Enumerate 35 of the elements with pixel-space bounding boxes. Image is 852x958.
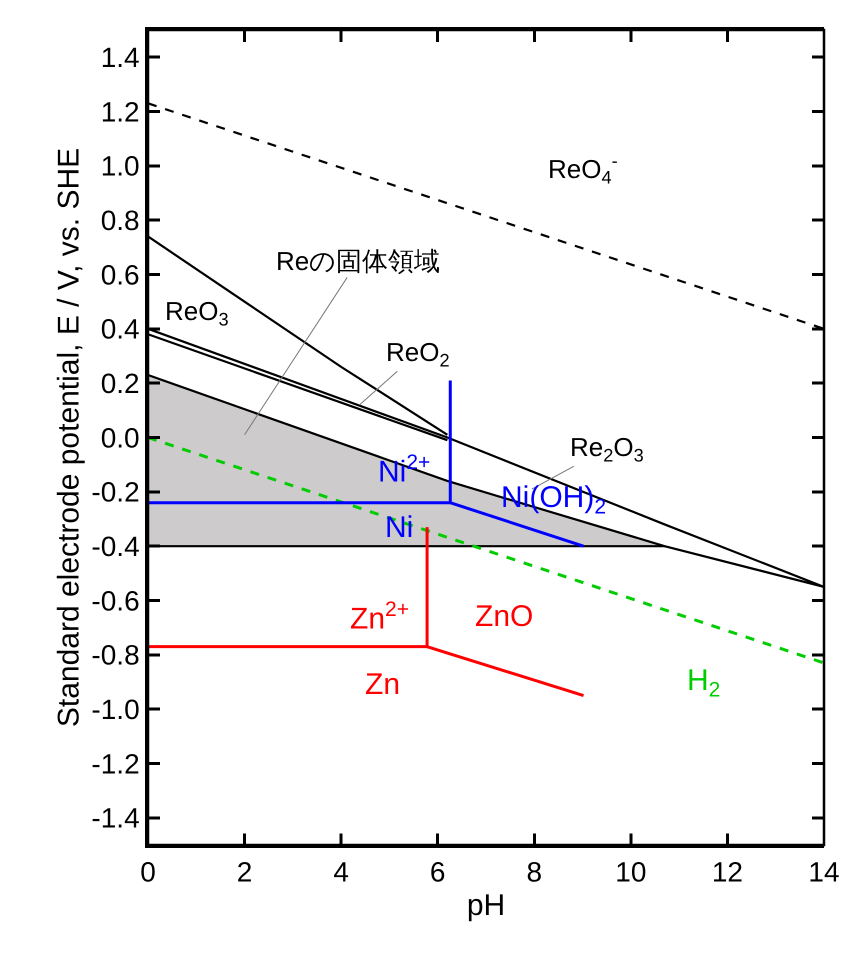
annotation: ReO$_{3}$ [165, 296, 229, 330]
y-tick-label: 0.2 [100, 368, 140, 399]
x-tick-label: 0 [140, 856, 156, 888]
annotation: Re$_{2}$O$_{3}$ [570, 432, 644, 466]
y-tick-label: -0.2 [91, 476, 140, 508]
y-tick-label: 1.2 [100, 96, 140, 128]
y-tick-label: 1.0 [100, 150, 140, 182]
annotation: Ni [385, 511, 414, 544]
y-tick-label: 1.4 [100, 42, 140, 73]
annotation: Ni$^{2+}$ [378, 451, 430, 489]
x-tick-label: 8 [526, 856, 542, 888]
annotation: H$_{2}$ [687, 664, 720, 702]
x-tick-label: 12 [712, 856, 744, 888]
y-tick-label: 0.6 [100, 259, 140, 290]
x-tick-label: 2 [236, 856, 252, 888]
y-tick-label: -1.0 [91, 694, 140, 725]
y-tick-label: 0.8 [100, 204, 140, 236]
y-tick-label: 0.0 [100, 422, 140, 454]
y-tick-label: -1.2 [91, 748, 140, 780]
x-axis-title: pH [466, 888, 506, 922]
annotation: Reの固体領域 [276, 246, 440, 276]
y-tick-label: 0.4 [100, 314, 140, 345]
annotation: Zn$^{2+}$ [350, 598, 409, 636]
annotation: ZnO [475, 600, 534, 633]
y-axis-title: Standard electrode potential, E / V, vs. SHE [52, 148, 86, 728]
annotation: Zn [365, 668, 400, 701]
x-tick-label: 14 [808, 856, 840, 888]
annotation: ReO$_{2}$ [386, 337, 450, 370]
y-tick-label: -0.4 [91, 530, 140, 562]
x-tick-label: 6 [430, 856, 446, 888]
x-tick-label: 10 [615, 856, 646, 888]
x-tick-label: 4 [333, 856, 349, 888]
y-tick-label: -1.4 [91, 802, 140, 834]
y-tick-label: -0.8 [91, 640, 140, 671]
y-tick-label: -0.6 [91, 585, 140, 616]
